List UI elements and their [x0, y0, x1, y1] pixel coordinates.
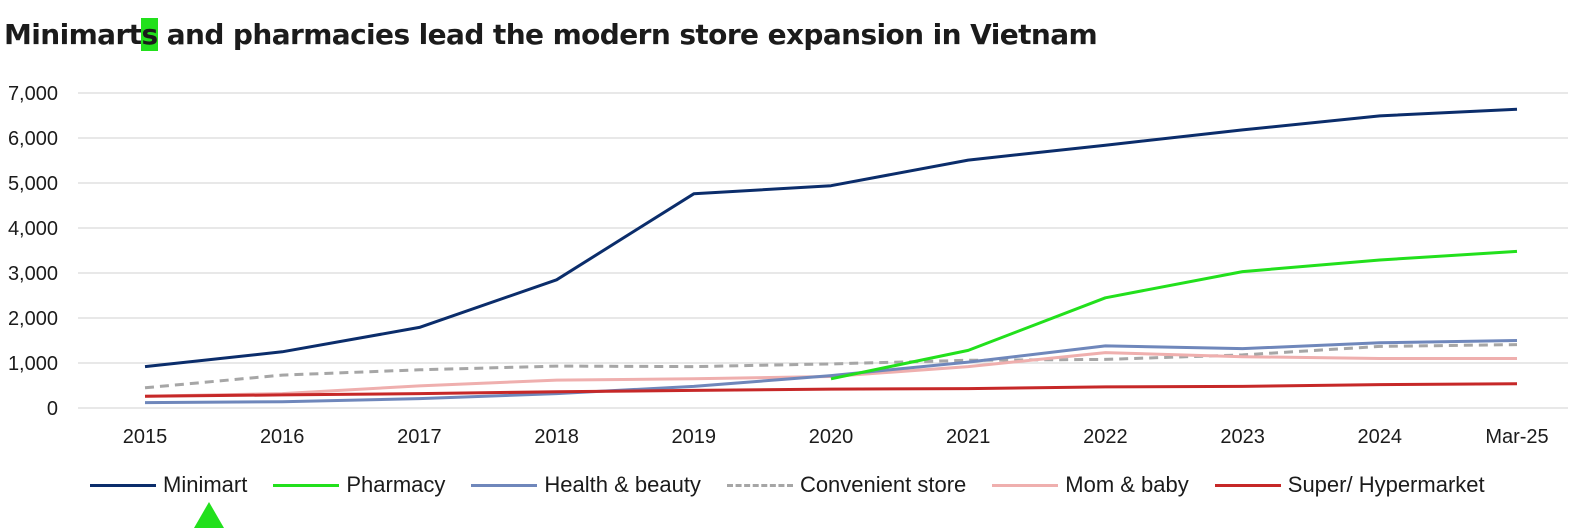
legend-item: Health & beauty [471, 472, 701, 498]
y-tick-label: 1,000 [8, 353, 58, 375]
x-axis-tick-labels: 2015 2016 2017 2018 2019 2020 2021 2022 2023 2024… [123, 426, 1549, 448]
series-line-super-hypermarket [144, 382, 1518, 398]
y-tick-label: 7,000 [8, 83, 58, 105]
series-lines [144, 107, 1518, 405]
y-tick-label: 0 [47, 398, 58, 420]
x-tick-label: 2019 [672, 426, 717, 448]
x-tick-label: 2016 [260, 426, 305, 448]
x-tick-label: 2021 [946, 426, 991, 448]
chart-title: Minimarts and pharmacies lead the modern… [4, 18, 1098, 51]
x-tick-label: 2018 [534, 426, 579, 448]
legend-label: Minimart [163, 472, 248, 497]
series-line-pharmacy [830, 249, 1518, 381]
legend-swatch [992, 483, 1059, 487]
x-tick-label: 2024 [1358, 426, 1403, 448]
legend-swatch [1214, 483, 1281, 487]
legend-item: Super/ Hypermarket [1214, 472, 1485, 498]
x-tick-label: 2023 [1220, 426, 1265, 448]
arrow-up-cursor-icon [194, 502, 224, 528]
y-tick-label: 5,000 [8, 173, 58, 195]
x-tick-label: 2022 [1083, 426, 1128, 448]
y-tick-label: 3,000 [8, 263, 58, 285]
legend-label: Mom & baby [1065, 472, 1189, 497]
title-highlighted-text: s [141, 18, 158, 51]
y-axis-tick-labels: 0 1,000 2,000 3,000 4,000 5,000 6,000 7,000 [8, 83, 58, 420]
title-text-before: Minimart [4, 18, 142, 51]
y-tick-label: 6,000 [8, 128, 58, 150]
legend-label: Health & beauty [544, 472, 701, 497]
chart-legend: Minimart Pharmacy Health & beauty Convenien… [90, 470, 1511, 500]
legend-label: Pharmacy [346, 472, 446, 497]
legend-item: Convenient store [726, 472, 967, 498]
legend-swatch [90, 483, 156, 487]
legend-swatch [273, 483, 340, 487]
gridlines [78, 92, 1568, 409]
legend-swatch [726, 483, 793, 487]
legend-label: Convenient store [799, 472, 967, 497]
y-tick-label: 2,000 [8, 308, 58, 330]
x-tick-label: Mar-25 [1485, 426, 1548, 448]
x-tick-label: 2015 [123, 426, 168, 448]
series-line-convenient-store [144, 343, 1518, 390]
legend-swatch [471, 483, 538, 487]
legend-label: Super/ Hypermarket [1287, 472, 1485, 497]
x-tick-label: 2020 [809, 426, 854, 448]
title-text-after: and pharmacies lead the modern store exp… [157, 18, 1098, 51]
series-line-health-beauty [144, 339, 1518, 405]
legend-item: Pharmacy [273, 472, 445, 498]
y-tick-label: 4,000 [8, 218, 58, 240]
legend-item: Mom & baby [992, 472, 1189, 498]
x-tick-label: 2017 [397, 426, 442, 448]
series-line-minimart [144, 107, 1518, 369]
legend-item: Minimart [90, 472, 247, 498]
